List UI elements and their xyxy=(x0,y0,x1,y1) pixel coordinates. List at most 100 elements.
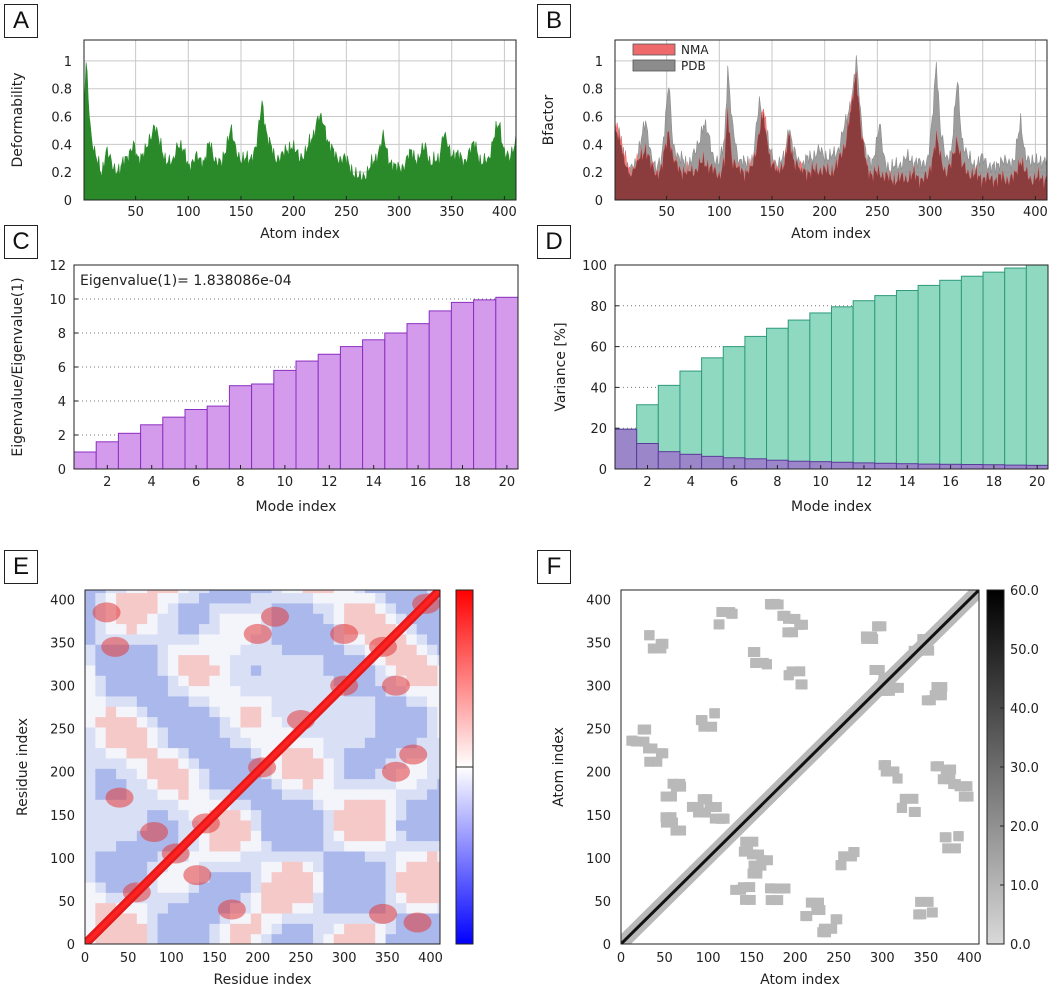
contact-patch xyxy=(797,679,808,690)
heatmap-cell xyxy=(395,613,407,625)
heatmap-cell xyxy=(209,768,221,780)
heatmap-cell xyxy=(354,881,366,893)
heatmap-cell xyxy=(385,592,397,604)
contact-patch xyxy=(748,836,759,847)
heatmap-cell xyxy=(95,778,107,790)
heatmap-cell xyxy=(167,799,179,811)
heatmap-cell xyxy=(250,892,262,904)
heatmap-cell xyxy=(85,902,96,914)
heatmap-cell xyxy=(313,840,324,852)
heatmap-cell xyxy=(354,933,366,944)
heatmap-cell xyxy=(199,654,210,666)
heatmap-cell xyxy=(85,840,96,852)
heatmap-cell xyxy=(178,726,190,738)
heatmap-cell xyxy=(240,602,252,614)
heatmap-cell xyxy=(416,695,428,707)
heatmap-cell xyxy=(116,726,127,738)
heatmap-cell xyxy=(147,861,159,873)
heatmap-cell xyxy=(167,861,179,873)
contact-patch xyxy=(963,791,974,802)
heatmap-cell xyxy=(333,654,345,666)
heatmap-cell xyxy=(364,840,376,852)
heatmap-cell xyxy=(116,623,127,635)
y-tick-label: 400 xyxy=(50,593,75,608)
heatmap-cell xyxy=(281,788,293,800)
x-tick-label: 250 xyxy=(865,205,890,220)
heatmap-cell xyxy=(95,809,107,821)
heatmap-cell xyxy=(178,819,190,831)
contact-patch xyxy=(773,895,784,906)
heatmap-cell xyxy=(209,747,221,759)
heatmap-cell xyxy=(271,809,283,821)
heatmap-cell xyxy=(167,912,179,924)
heatmap-cell xyxy=(292,788,304,800)
heatmap-cell xyxy=(105,871,117,883)
heatmap-cell xyxy=(437,613,440,625)
heatmap-cell xyxy=(406,695,418,707)
heatmap-cell xyxy=(219,933,231,944)
contact-patch xyxy=(764,883,775,894)
heatmap-cell xyxy=(157,768,169,780)
heatmap-cell xyxy=(188,613,200,625)
heatmap-cell xyxy=(292,830,304,842)
heatmap-cell xyxy=(230,716,241,728)
heatmap-cell xyxy=(105,892,117,904)
heatmap-cell xyxy=(416,871,428,883)
heatmap-cell xyxy=(116,613,127,625)
y-tick-label: 400 xyxy=(586,593,611,608)
bar-individual-5 xyxy=(701,455,724,470)
heatmap-cell xyxy=(219,726,231,738)
heatmap-cell xyxy=(147,737,159,749)
contact-patch xyxy=(770,883,781,894)
heatmap-cell xyxy=(178,768,190,780)
bar-mode-18 xyxy=(450,301,475,470)
heatmap-cell xyxy=(385,737,397,749)
heatmap-cell xyxy=(240,757,252,769)
x-tick-label: 14 xyxy=(899,475,916,490)
heatmap-cell xyxy=(354,830,366,842)
heatmap-cell xyxy=(240,716,252,728)
heatmap-cell xyxy=(136,685,148,697)
heatmap-cell xyxy=(344,664,355,676)
heatmap-cell xyxy=(271,726,283,738)
heatmap-cell xyxy=(395,892,407,904)
heatmap-cell xyxy=(302,664,314,676)
heatmap-cell xyxy=(416,809,428,821)
heatmap-cell xyxy=(333,861,345,873)
heatmap-cell xyxy=(85,778,96,790)
heatmap-cell xyxy=(427,644,438,656)
heatmap-cells xyxy=(85,590,440,944)
bar-mode-16 xyxy=(406,323,430,470)
heatmap-cell xyxy=(199,664,210,676)
heatmap-cell xyxy=(261,592,273,604)
heatmap-cell xyxy=(364,809,376,821)
contact-patch xyxy=(815,905,826,916)
heatmap-cell xyxy=(188,726,200,738)
heatmap-cell xyxy=(240,881,252,893)
heatmap-cell xyxy=(178,892,190,904)
heatmap-cell xyxy=(323,788,335,800)
heatmap-cell xyxy=(199,881,210,893)
colorbar-tick-label: 20.0 xyxy=(1010,820,1039,835)
heatmap-cell xyxy=(344,788,355,800)
heatmap-cell xyxy=(437,623,440,635)
x-tick-label: 300 xyxy=(918,205,943,220)
heatmap-cell xyxy=(147,892,159,904)
heatmap-cell xyxy=(147,778,159,790)
bar-cumulative-13 xyxy=(874,295,897,470)
heatmap-cell xyxy=(199,768,210,780)
heatmap-cell xyxy=(126,590,138,594)
heatmap-cell xyxy=(302,799,314,811)
bar-individual-1 xyxy=(614,428,638,470)
heatmap-cell xyxy=(406,881,418,893)
contact-patch xyxy=(896,802,907,813)
heatmap-cell xyxy=(292,633,304,645)
y-tick-label: 0.8 xyxy=(51,83,72,98)
heatmap-cell xyxy=(219,602,231,614)
contact-patch xyxy=(838,851,849,862)
heatmap-cell xyxy=(416,840,428,852)
contact-patch xyxy=(790,613,801,624)
x-tick-label: 100 xyxy=(159,951,184,966)
heatmap-cell xyxy=(157,757,169,769)
heatmap-cell xyxy=(323,654,335,666)
